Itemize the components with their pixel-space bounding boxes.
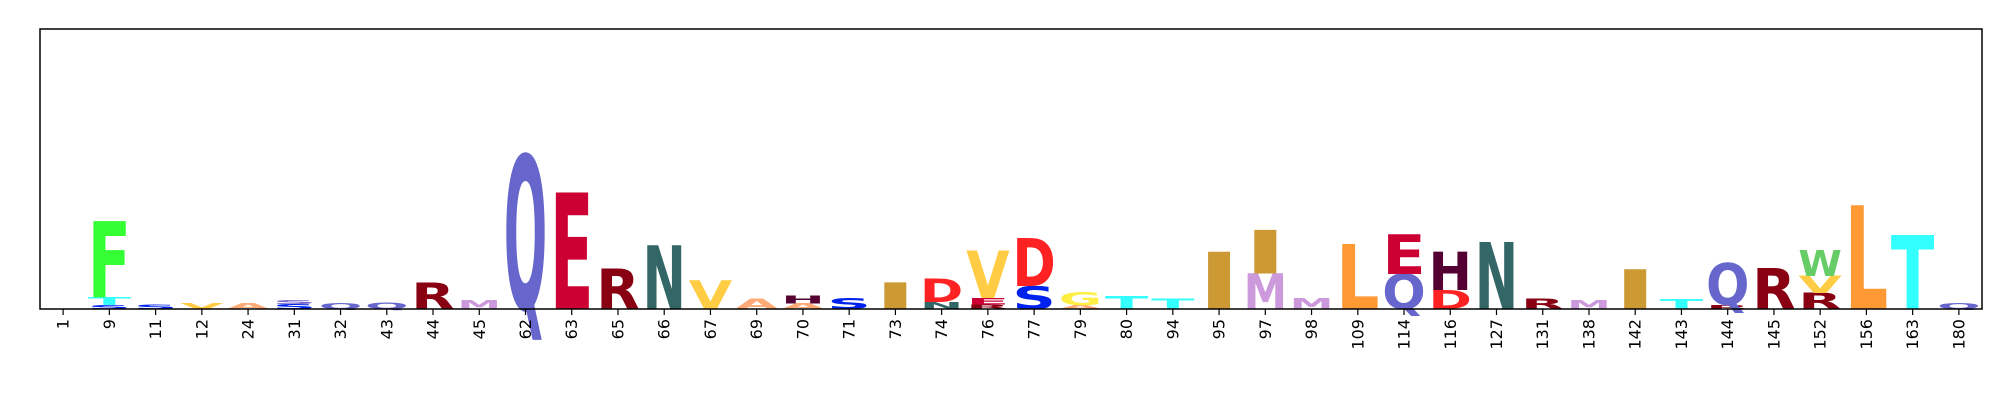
- x-tick-label: 152: [1811, 319, 1830, 350]
- x-tick-label: 109: [1348, 319, 1367, 350]
- x-tick-label: 74: [932, 319, 951, 339]
- x-tick-label: 116: [1441, 319, 1460, 350]
- x-tick-label: 145: [1764, 319, 1783, 350]
- x-tick-label: 98: [1302, 319, 1321, 339]
- logo-letter-q: Q: [319, 302, 362, 311]
- logo-letter-l: L: [1845, 178, 1888, 344]
- x-tick-label: 44: [424, 319, 443, 339]
- x-tick-label: 43: [377, 319, 396, 339]
- x-tick-label: 69: [747, 319, 766, 339]
- x-tick-label: 62: [516, 319, 535, 339]
- x-tick-label: 163: [1903, 319, 1922, 350]
- logo-letter-d: D: [1012, 226, 1055, 303]
- logo-letter-v: V: [966, 238, 1009, 314]
- logo-letter-h: H: [1429, 243, 1472, 303]
- logo-letter-q: Q: [1937, 302, 1980, 311]
- logo-letter-s: S: [88, 304, 131, 310]
- x-tick-label: 73: [886, 319, 905, 339]
- x-tick-label: 80: [1117, 319, 1136, 339]
- x-tick-label: 138: [1579, 319, 1598, 350]
- x-tick-label: 142: [1626, 319, 1645, 350]
- logo-letter-a: A: [781, 302, 824, 311]
- x-tick-label: 45: [470, 319, 489, 339]
- logo-letter-e: E: [1382, 224, 1425, 287]
- x-tick-label: 71: [840, 319, 859, 339]
- logo-letter-q: Q: [504, 114, 547, 360]
- logo-letter-n: N: [920, 300, 963, 311]
- x-tick-label: 1: [54, 319, 73, 329]
- logo-letter-e: E: [966, 296, 1009, 306]
- logo-letter-r: R: [966, 304, 1010, 311]
- logo-letter-v: V: [180, 302, 223, 311]
- x-tick-label: 65: [608, 319, 627, 339]
- x-tick-label: 32: [331, 319, 350, 339]
- x-tick-label: 143: [1672, 319, 1691, 350]
- logo-letter-t: T: [1151, 296, 1195, 312]
- logo-letter-s: S: [134, 303, 177, 310]
- x-tick-label: 156: [1857, 319, 1876, 350]
- x-tick-label: 77: [1025, 319, 1044, 339]
- logo-letter-s: S: [273, 303, 316, 311]
- logo-letter-r: R: [1706, 304, 1750, 310]
- x-tick-label: 131: [1533, 319, 1552, 350]
- x-tick-label: 67: [701, 319, 720, 339]
- x-tick-label: 180: [1949, 319, 1968, 350]
- logo-letter-n: N: [1475, 224, 1518, 331]
- logo-letter-a: A: [1059, 304, 1103, 310]
- logo-letter-g: G: [1059, 289, 1102, 309]
- x-tick-label: 76: [978, 319, 997, 339]
- x-tick-label: 12: [192, 319, 211, 339]
- x-tick-label: 9: [100, 319, 119, 329]
- logo-letter-q: Q: [365, 301, 408, 311]
- plot-frame: [39, 28, 1983, 310]
- logo-letter-w: W: [1798, 243, 1841, 285]
- x-tick-label: 127: [1487, 319, 1506, 350]
- logo-letter-t: T: [88, 296, 131, 308]
- logo-letter-d: D: [920, 273, 963, 310]
- logo-letter-a: A: [226, 302, 269, 311]
- logo-letter-v: V: [1798, 272, 1842, 299]
- x-tick-label: 114: [1395, 319, 1414, 350]
- logo-letter-t: T: [1891, 214, 1935, 333]
- x-tick-label: 66: [655, 319, 674, 339]
- x-tick-label: 79: [1071, 319, 1090, 339]
- logo-letter-h: H: [781, 293, 824, 305]
- x-tick-label: 11: [146, 319, 165, 339]
- logo-letter-i: I: [1244, 218, 1287, 287]
- logo-letter-e: E: [550, 161, 593, 348]
- logo-letter-s: S: [273, 299, 316, 305]
- x-tick-label: 70: [793, 319, 812, 339]
- x-tick-label: 144: [1718, 319, 1737, 350]
- x-tick-label: 95: [1210, 319, 1229, 339]
- x-axis-ticks: 1 9 11 12 24 31 32 43 44 45 62 63 65 66 67 69 70 71 73 74 76…: [54, 309, 1968, 350]
- x-tick-label: 63: [562, 319, 581, 339]
- x-tick-label: 24: [239, 319, 258, 339]
- logo-letter-f: F: [88, 202, 131, 323]
- x-tick-label: 94: [1163, 319, 1182, 339]
- logo-letter-q: Q: [1706, 253, 1749, 319]
- x-tick-label: 31: [285, 319, 304, 339]
- x-tick-label: 97: [1256, 319, 1275, 339]
